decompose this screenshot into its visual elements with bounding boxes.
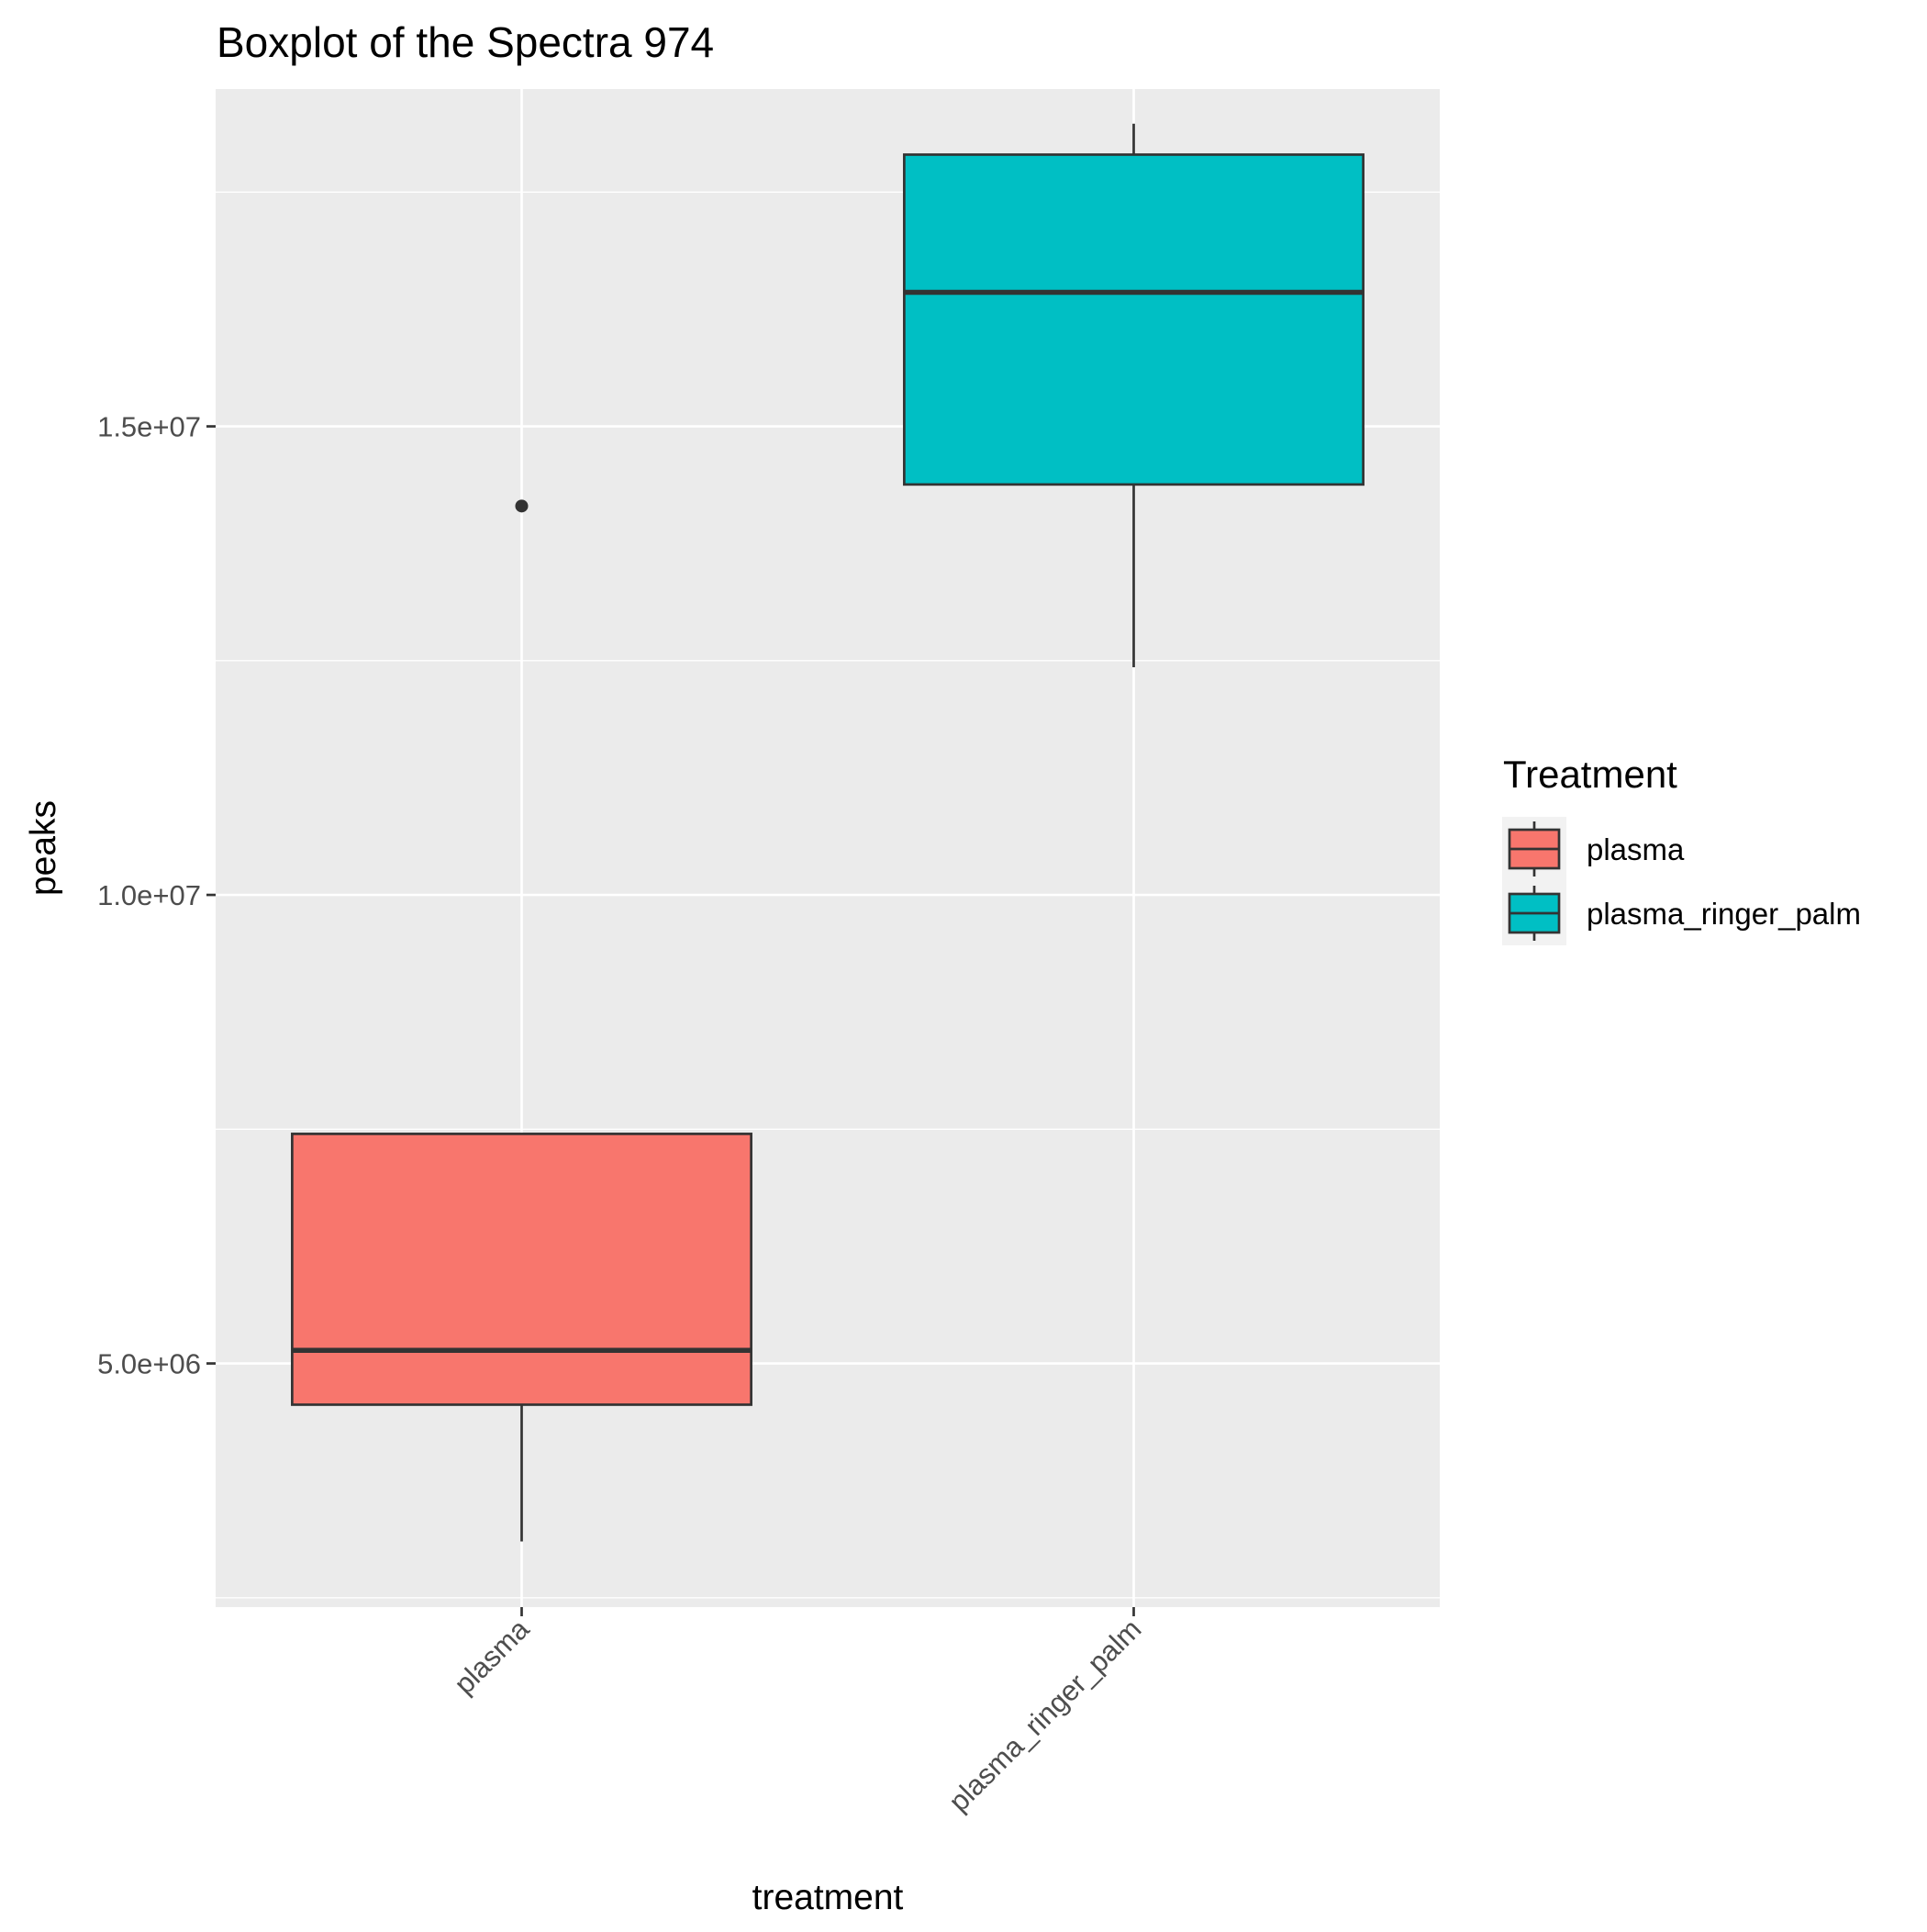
y-tick-label: 1.0e+07 (97, 879, 201, 911)
legend-item-plasma: plasma (1502, 817, 1685, 881)
boxes (291, 123, 1364, 1542)
y-tick-label: 1.5e+07 (97, 411, 201, 443)
iqr-box (903, 153, 1364, 486)
legend-title: Treatment (1503, 753, 1677, 796)
x-tick-label: plasma (448, 1613, 536, 1701)
legend-label: plasma (1587, 832, 1685, 866)
outlier-point (515, 499, 529, 513)
y-tick-label: 5.0e+06 (97, 1348, 201, 1380)
x-axis-title: treatment (752, 1878, 904, 1917)
legend-item-plasma_ringer_palm: plasma_ringer_palm (1502, 881, 1861, 945)
chart-title: Boxplot of the Spectra 974 (217, 18, 714, 66)
iqr-box (291, 1133, 752, 1406)
legend: Treatment plasma plasma_ringer_palm (1502, 753, 1861, 945)
x-tick-label: plasma_ringer_palm (942, 1613, 1147, 1817)
legend-label: plasma_ringer_palm (1587, 897, 1861, 931)
box-plasma_ringer_palm (903, 123, 1364, 667)
box-plasma (291, 499, 752, 1542)
y-axis-title: peaks (24, 800, 63, 896)
